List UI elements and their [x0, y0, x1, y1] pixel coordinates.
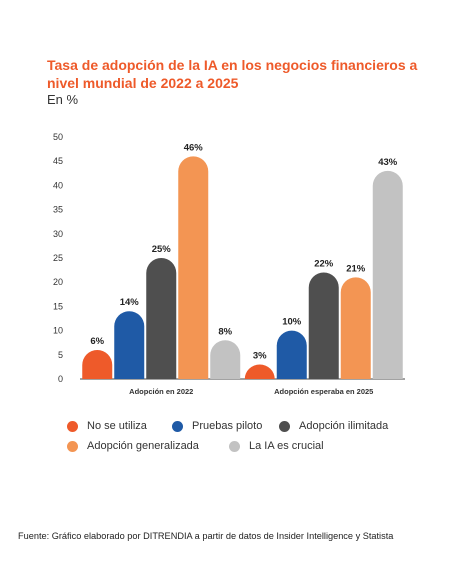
y-tick-label: 20 [53, 277, 63, 287]
legend-label: Adopción ilimitada [299, 420, 389, 432]
bar [146, 258, 177, 379]
bar [82, 349, 113, 379]
bar [210, 340, 241, 379]
bar-chart: 0 5 10 15 20 25 30 35 40 45 50 6% 14% 25% 46% 8% Adopció… [53, 132, 405, 396]
bar [372, 170, 403, 379]
data-label: 25% [152, 244, 172, 255]
chart-subtitle: En % [47, 92, 79, 107]
y-tick-label: 5 [58, 350, 63, 360]
y-tick-label: 40 [53, 180, 63, 190]
y-tick-label: 50 [53, 132, 63, 142]
category-label: Adopción en 2022 [129, 387, 193, 396]
legend-swatch [67, 420, 78, 432]
bar [308, 272, 339, 379]
legend-item-pruebas-piloto: Pruebas piloto [172, 420, 262, 432]
data-label: 22% [314, 259, 334, 270]
bar [114, 311, 145, 379]
chart-title: Tasa de adopción de la IA en los negocio… [47, 57, 418, 91]
legend-swatch [279, 420, 290, 432]
y-tick-label: 10 [53, 326, 63, 336]
legend-label: Adopción generalizada [87, 440, 199, 452]
legend-label: No se utiliza [87, 420, 147, 432]
legend-swatch [172, 420, 183, 432]
y-tick-label: 45 [53, 156, 63, 166]
data-label: 10% [282, 317, 302, 328]
y-tick-label: 30 [53, 229, 63, 239]
legend-item-la-ia-es-crucial: La IA es crucial [229, 440, 324, 452]
legend-label: Pruebas piloto [192, 420, 263, 432]
data-label: 21% [346, 263, 366, 274]
bar [276, 330, 307, 379]
data-label: 14% [120, 297, 140, 308]
data-label: 43% [378, 157, 398, 168]
y-tick-label: 0 [58, 374, 63, 384]
bar [244, 364, 275, 379]
legend-label: La IA es crucial [249, 440, 324, 452]
bar [178, 156, 209, 379]
legend-item-adopcion-ilimitada: Adopción ilimitada [279, 420, 388, 432]
legend-item-no-se-utiliza: No se utiliza [67, 420, 147, 432]
legend-swatch [229, 440, 240, 452]
data-label: 6% [90, 336, 104, 347]
data-label: 46% [184, 142, 204, 153]
y-tick-label: 15 [53, 301, 63, 311]
y-tick-label: 35 [53, 205, 63, 215]
bar [340, 277, 371, 379]
category-label: Adopción esperaba en 2025 [274, 387, 373, 396]
legend-swatch [67, 440, 78, 452]
data-label: 3% [253, 350, 267, 361]
source-note: Fuente: Gráfico elaborado por DITRENDIA … [18, 531, 394, 541]
data-label: 8% [218, 326, 232, 337]
y-tick-label: 25 [53, 253, 63, 263]
legend-item-adopcion-generalizada: Adopción generalizada [67, 440, 199, 452]
